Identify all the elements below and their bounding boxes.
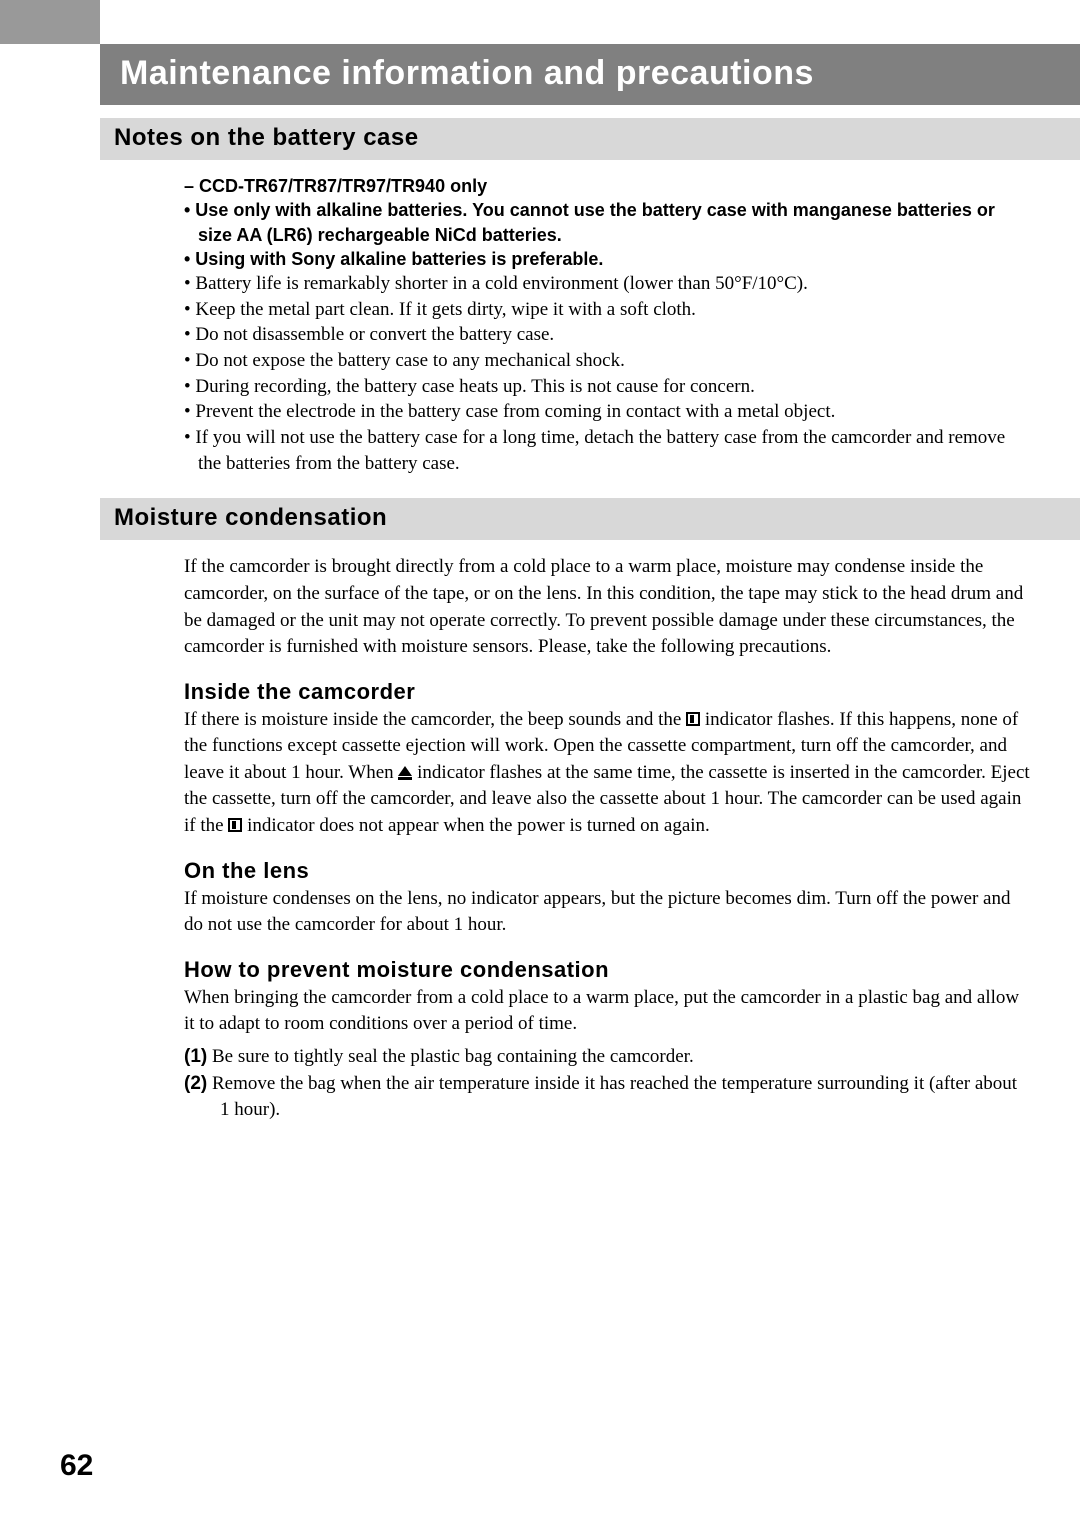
subhead-inside: Inside the camcorder (184, 679, 1030, 705)
bullet-item: • Do not disassemble or convert the batt… (184, 322, 1030, 348)
bullet-item: • Battery life is remarkably shorter in … (184, 271, 1030, 297)
page-title: Maintenance information and precautions (120, 54, 1060, 93)
model-restriction: – CCD-TR67/TR87/TR97/TR940 only (184, 174, 1030, 198)
moisture-section-body: If the camcorder is brought directly fro… (184, 540, 1030, 1146)
sidebar-accent (0, 0, 100, 44)
step-text: Be sure to tightly seal the plastic bag … (207, 1046, 693, 1067)
bullet-item: • If you will not use the battery case f… (184, 425, 1030, 476)
moisture-indicator-icon (228, 818, 242, 832)
subhead-prevent: How to prevent moisture condensation (184, 957, 1030, 983)
subhead-lens: On the lens (184, 858, 1030, 884)
page-number: 62 (60, 1449, 93, 1483)
battery-section-body: – CCD-TR67/TR87/TR97/TR940 only • Use on… (184, 160, 1030, 498)
section-title: Notes on the battery case (114, 124, 1066, 152)
step-1: (1) Be sure to tightly seal the plastic … (184, 1044, 1030, 1071)
bullet-item: • Do not expose the battery case to any … (184, 348, 1030, 374)
bullet-item: • During recording, the battery case hea… (184, 374, 1030, 400)
section-header-battery: Notes on the battery case (100, 118, 1080, 160)
step-number: (2) (184, 1073, 207, 1094)
bold-bullet: • Use only with alkaline batteries. You … (184, 198, 1030, 247)
section-title: Moisture condensation (114, 504, 1066, 532)
step-2: (2) Remove the bag when the air temperat… (184, 1071, 1030, 1124)
moisture-indicator-icon (686, 712, 700, 726)
intro-paragraph: If the camcorder is brought directly fro… (184, 554, 1030, 660)
title-bar: Maintenance information and precautions (100, 44, 1080, 105)
prevent-paragraph: When bringing the camcorder from a cold … (184, 985, 1030, 1038)
bold-bullet: • Using with Sony alkaline batteries is … (184, 247, 1030, 271)
inside-paragraph: If there is moisture inside the camcorde… (184, 707, 1030, 840)
page-content: Notes on the battery case – CCD-TR67/TR8… (0, 118, 1080, 1146)
eject-indicator-icon (398, 766, 412, 776)
bullet-item: • Prevent the electrode in the battery c… (184, 399, 1030, 425)
section-header-moisture: Moisture condensation (100, 498, 1080, 540)
step-text: Remove the bag when the air temperature … (207, 1073, 1017, 1121)
lens-paragraph: If moisture condenses on the lens, no in… (184, 886, 1030, 939)
bullet-item: • Keep the metal part clean. If it gets … (184, 297, 1030, 323)
text: indicator does not appear when the power… (242, 815, 709, 836)
step-number: (1) (184, 1046, 207, 1067)
text: If there is moisture inside the camcorde… (184, 709, 686, 730)
